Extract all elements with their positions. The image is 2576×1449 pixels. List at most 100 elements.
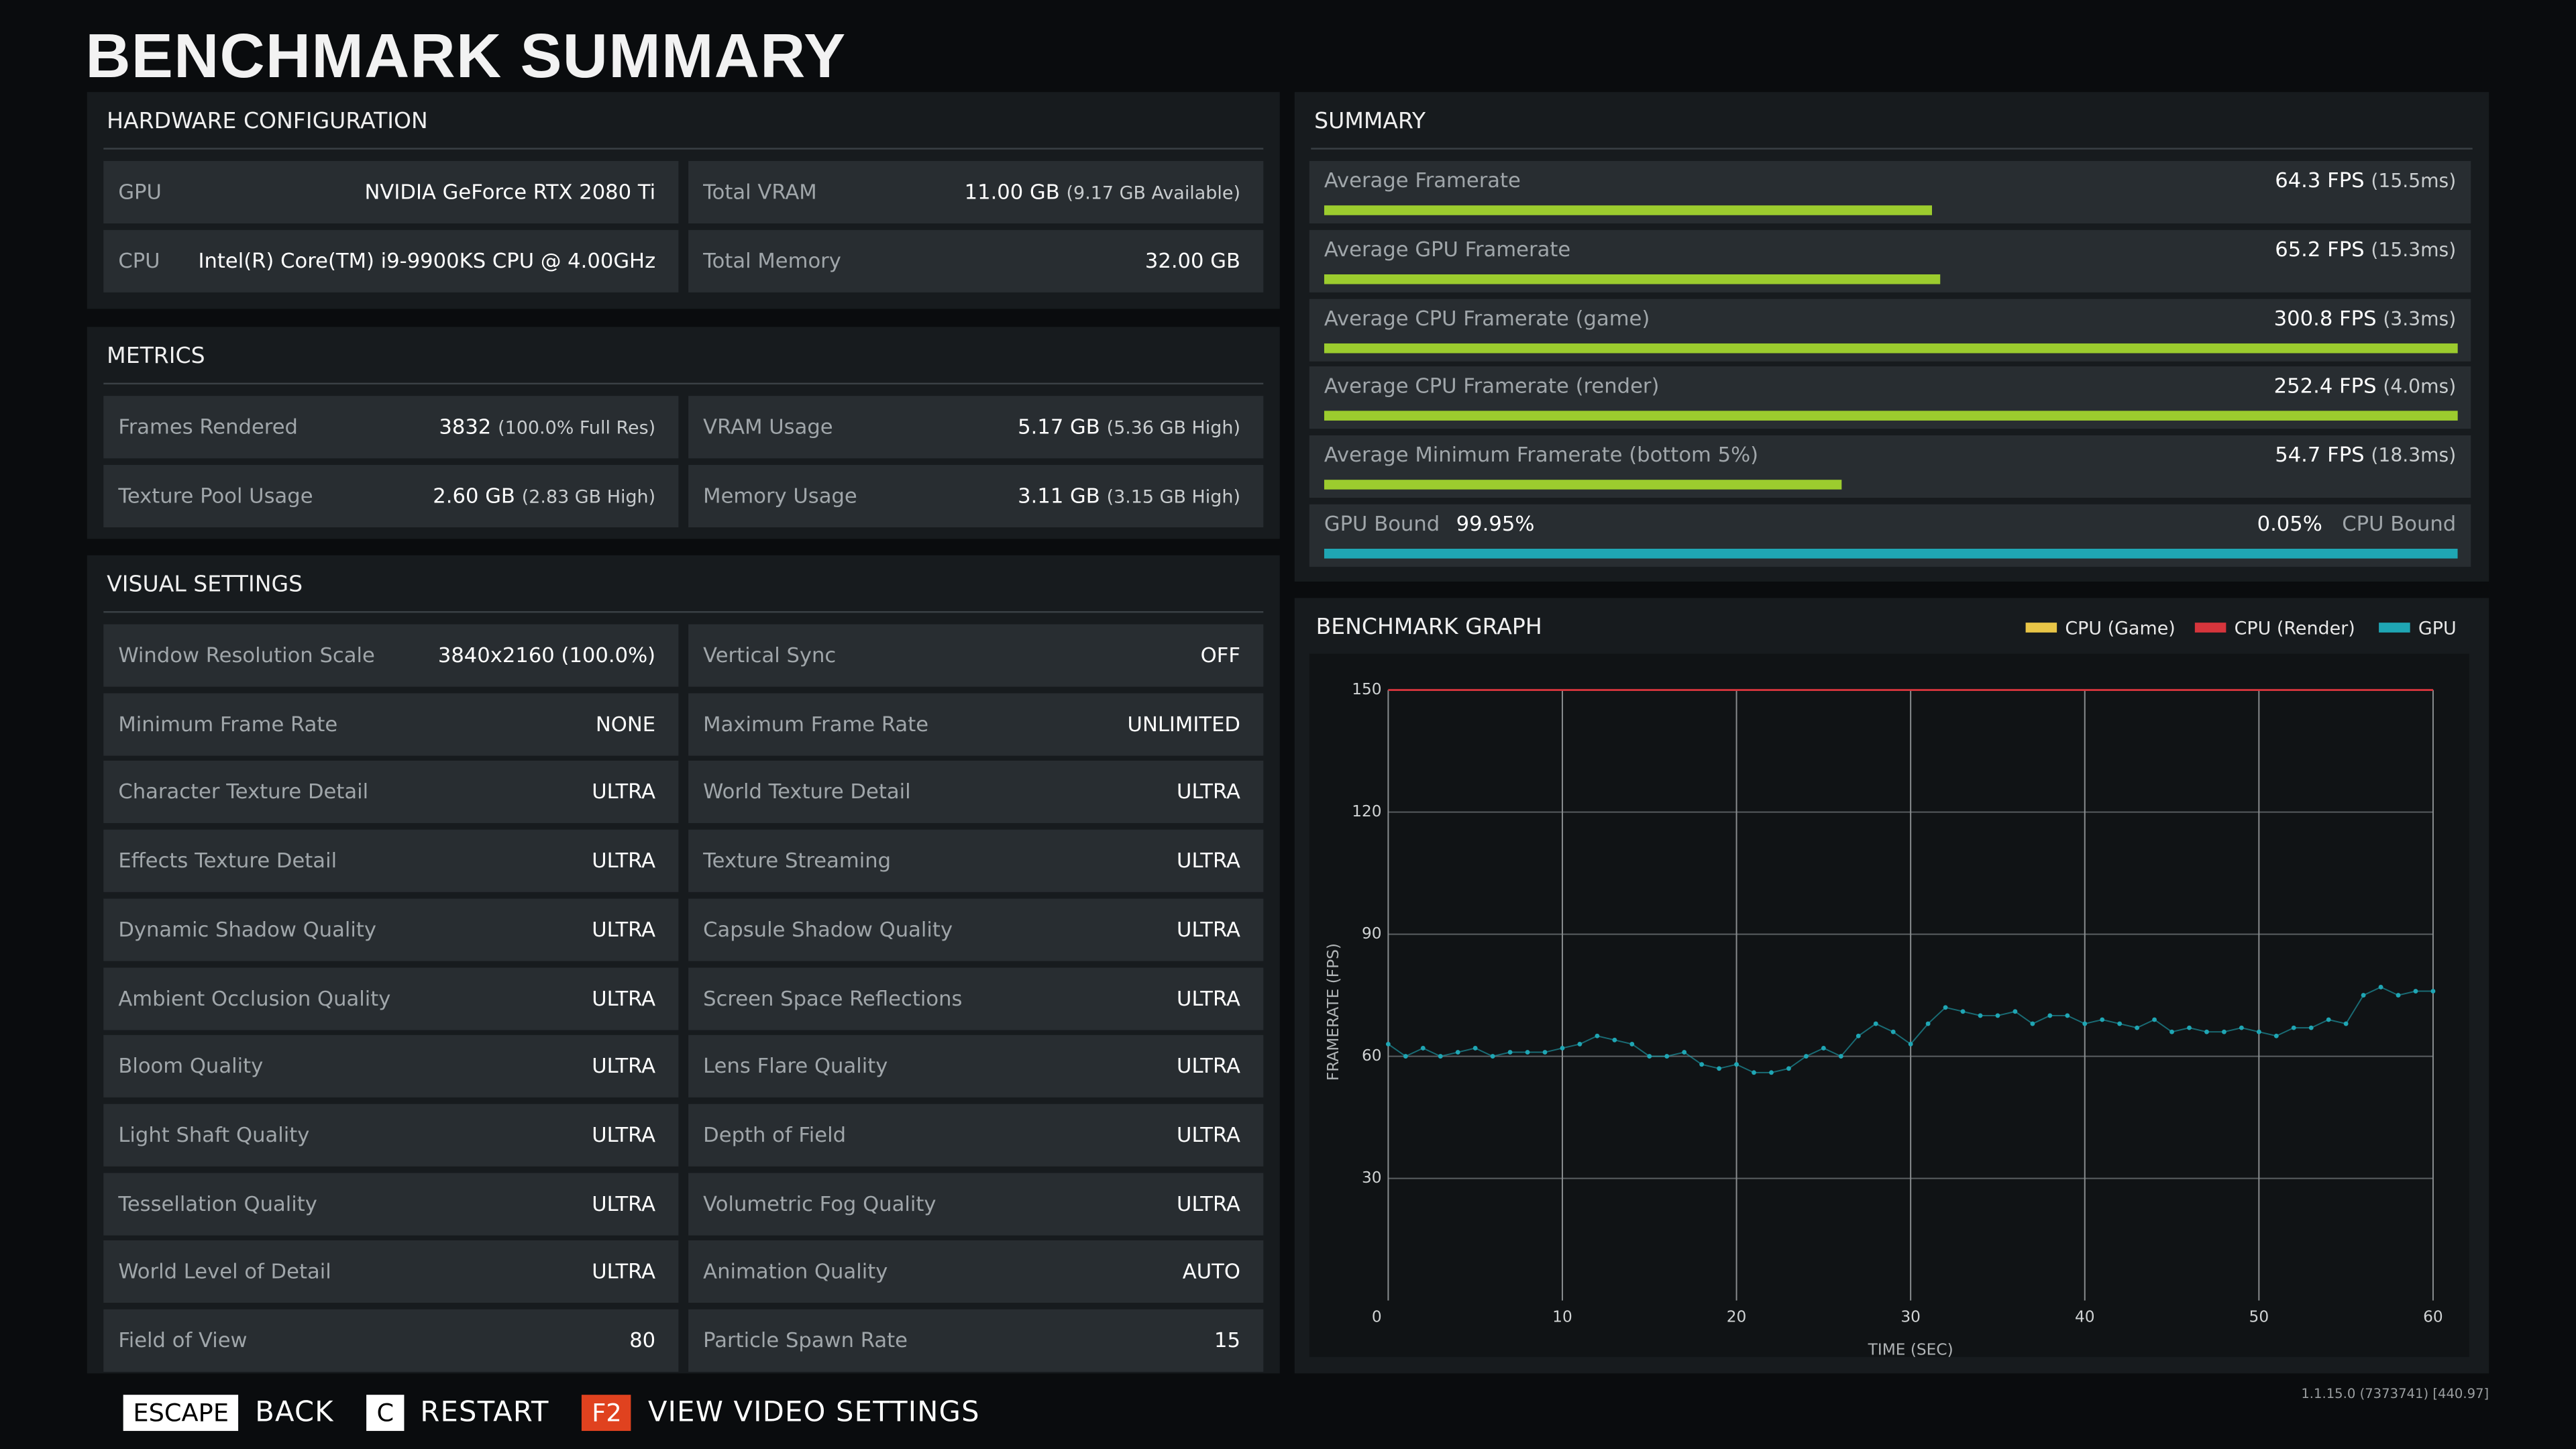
setting-value-group: UNLIMITED [1128, 711, 1240, 736]
data-point [1699, 1062, 1705, 1067]
setting-cell: Window Resolution Scale 3840x2160 (100.0%… [103, 624, 679, 687]
setting-cell: Tessellation Quality ULTRA [103, 1172, 679, 1235]
summary-bar [1324, 342, 2458, 353]
data-point [1908, 1041, 1913, 1046]
summary-frametime: (4.0ms) [2383, 375, 2457, 398]
visual-settings-panel: VISUAL SETTINGS Window Resolution Scale 3… [87, 555, 1280, 1374]
data-point [2169, 1029, 2174, 1034]
setting-value: 3840x2160 (100.0%) [437, 642, 656, 667]
setting-label: Dynamic Shadow Quality [118, 916, 376, 941]
data-point [2413, 989, 2418, 994]
setting-value-group: AUTO [1183, 1259, 1240, 1284]
setting-value: 2.60 GB [433, 482, 515, 507]
setting-cell: Volumetric Fog Quality ULTRA [688, 1172, 1264, 1235]
bar-track [1324, 274, 2458, 284]
key-badge: C [366, 1395, 404, 1432]
setting-label: Total VRAM [703, 178, 817, 204]
data-point [1525, 1050, 1530, 1055]
data-point [1752, 1070, 1756, 1075]
setting-cell: GPU NVIDIA GeForce RTX 2080 Ti [103, 161, 679, 224]
version: 1.1.15.0 (7373741) [440.97] [2301, 1386, 2489, 1401]
data-point [1734, 1062, 1739, 1067]
setting-note: (5.36 GB High) [1106, 417, 1240, 439]
setting-label: Tessellation Quality [118, 1190, 317, 1216]
setting-value-group: ULTRA [592, 1191, 655, 1216]
legend-swatch [2194, 623, 2226, 633]
bar-track [1324, 342, 2458, 353]
setting-value: OFF [1200, 642, 1240, 667]
setting-value: 32.00 GB [1144, 248, 1240, 272]
data-point [2012, 1009, 2018, 1014]
setting-value: ULTRA [592, 779, 656, 804]
data-point [1507, 1050, 1513, 1055]
setting-label: Texture Pool Usage [118, 482, 313, 507]
legend-label: GPU [2418, 618, 2457, 639]
data-point [1664, 1054, 1670, 1059]
bar-track [1324, 480, 2458, 490]
setting-value: UNLIMITED [1127, 710, 1240, 736]
setting-value: ULTRA [592, 847, 656, 873]
key-action[interactable]: RESTART [420, 1396, 549, 1430]
bound-value: 0.05% [2257, 511, 2322, 536]
benchmark-graph: BENCHMARK GRAPH TIME (SEC) FRAMERATE (FP… [1309, 613, 2469, 1359]
summary-panel: SUMMARY Average Framerate 64.3 FPS (15.5ms… [1294, 92, 2489, 582]
setting-value-group: ULTRA [1177, 1191, 1240, 1216]
summary-label: Average CPU Framerate (game) [1324, 305, 1650, 330]
y-tick-label: 120 [1352, 802, 1381, 820]
x-tick-label: 20 [1727, 1308, 1747, 1326]
setting-note: (2.83 GB High) [521, 486, 656, 507]
setting-value-group: NONE [596, 711, 655, 736]
setting-cell: World Texture Detail ULTRA [688, 761, 1264, 824]
bound-left: GPU Bound 99.95% [1324, 511, 1535, 536]
key-action[interactable]: BACK [255, 1396, 334, 1430]
setting-value: ULTRA [592, 985, 656, 1010]
setting-value: 5.17 GB [1018, 414, 1100, 439]
key-action[interactable]: VIEW VIDEO SETTINGS [647, 1396, 980, 1430]
setting-value-group: ULTRA [1177, 780, 1240, 804]
setting-value-group: 11.00 GB (9.17 GB Available) [965, 179, 1240, 204]
data-point [1542, 1050, 1548, 1055]
data-point [2222, 1029, 2226, 1034]
setting-value-group: ULTRA [1177, 1122, 1240, 1146]
divider [1311, 148, 2473, 150]
x-tick-label: 50 [2249, 1308, 2269, 1326]
setting-value: Intel(R) Core(TM) i9-9900KS CPU @ 4.00GH… [198, 248, 656, 272]
bound-row: GPU Bound 99.95% 0.05% CPU Bound [1309, 504, 2471, 567]
panel-title: SUMMARY [1314, 108, 1426, 135]
bound-right: 0.05% CPU Bound [2257, 511, 2457, 536]
bound-label: CPU Bound [2342, 511, 2457, 536]
data-point [1943, 1005, 1948, 1010]
setting-label: Memory Usage [703, 482, 857, 507]
setting-value: ULTRA [1177, 847, 1240, 873]
key-badge: ESCAPE [123, 1395, 239, 1432]
setting-cell: Maximum Frame Rate UNLIMITED [688, 692, 1264, 755]
setting-cell: CPU Intel(R) Core(TM) i9-9900KS CPU @ 4.0… [103, 229, 679, 292]
setting-cell: Bloom Quality ULTRA [103, 1035, 679, 1098]
setting-value-group: ULTRA [592, 985, 655, 1010]
setting-label: Window Resolution Scale [118, 642, 375, 667]
data-point [2326, 1017, 2331, 1022]
setting-label: Depth of Field [703, 1122, 847, 1147]
data-point [2308, 1025, 2314, 1030]
setting-label: Vertical Sync [703, 642, 837, 667]
setting-cell: Capsule Shadow Quality ULTRA [688, 898, 1264, 961]
summary-bar [1324, 205, 1932, 215]
setting-value-group: ULTRA [592, 1122, 655, 1146]
legend-swatch [2025, 623, 2057, 633]
setting-cell: Total Memory 32.00 GB [688, 229, 1264, 292]
setting-cell: Field of View 80 [103, 1309, 679, 1372]
summary-frametime: (15.3ms) [2371, 237, 2457, 261]
divider [103, 611, 1264, 613]
setting-value-group: ULTRA [1177, 848, 1240, 873]
summary-value-group: 64.3 FPS (15.5ms) [2275, 168, 2456, 193]
setting-cell: Total VRAM 11.00 GB (9.17 GB Available) [688, 161, 1264, 224]
summary-row: Average GPU Framerate 65.2 FPS (15.3ms) [1309, 229, 2471, 292]
divider [103, 382, 1264, 385]
setting-value: ULTRA [1177, 779, 1240, 804]
setting-label: Minimum Frame Rate [118, 710, 338, 736]
summary-label: Average CPU Framerate (render) [1324, 373, 1660, 398]
y-axis-label: FRAMERATE (FPS) [1324, 943, 1342, 1081]
data-point [1438, 1054, 1443, 1059]
